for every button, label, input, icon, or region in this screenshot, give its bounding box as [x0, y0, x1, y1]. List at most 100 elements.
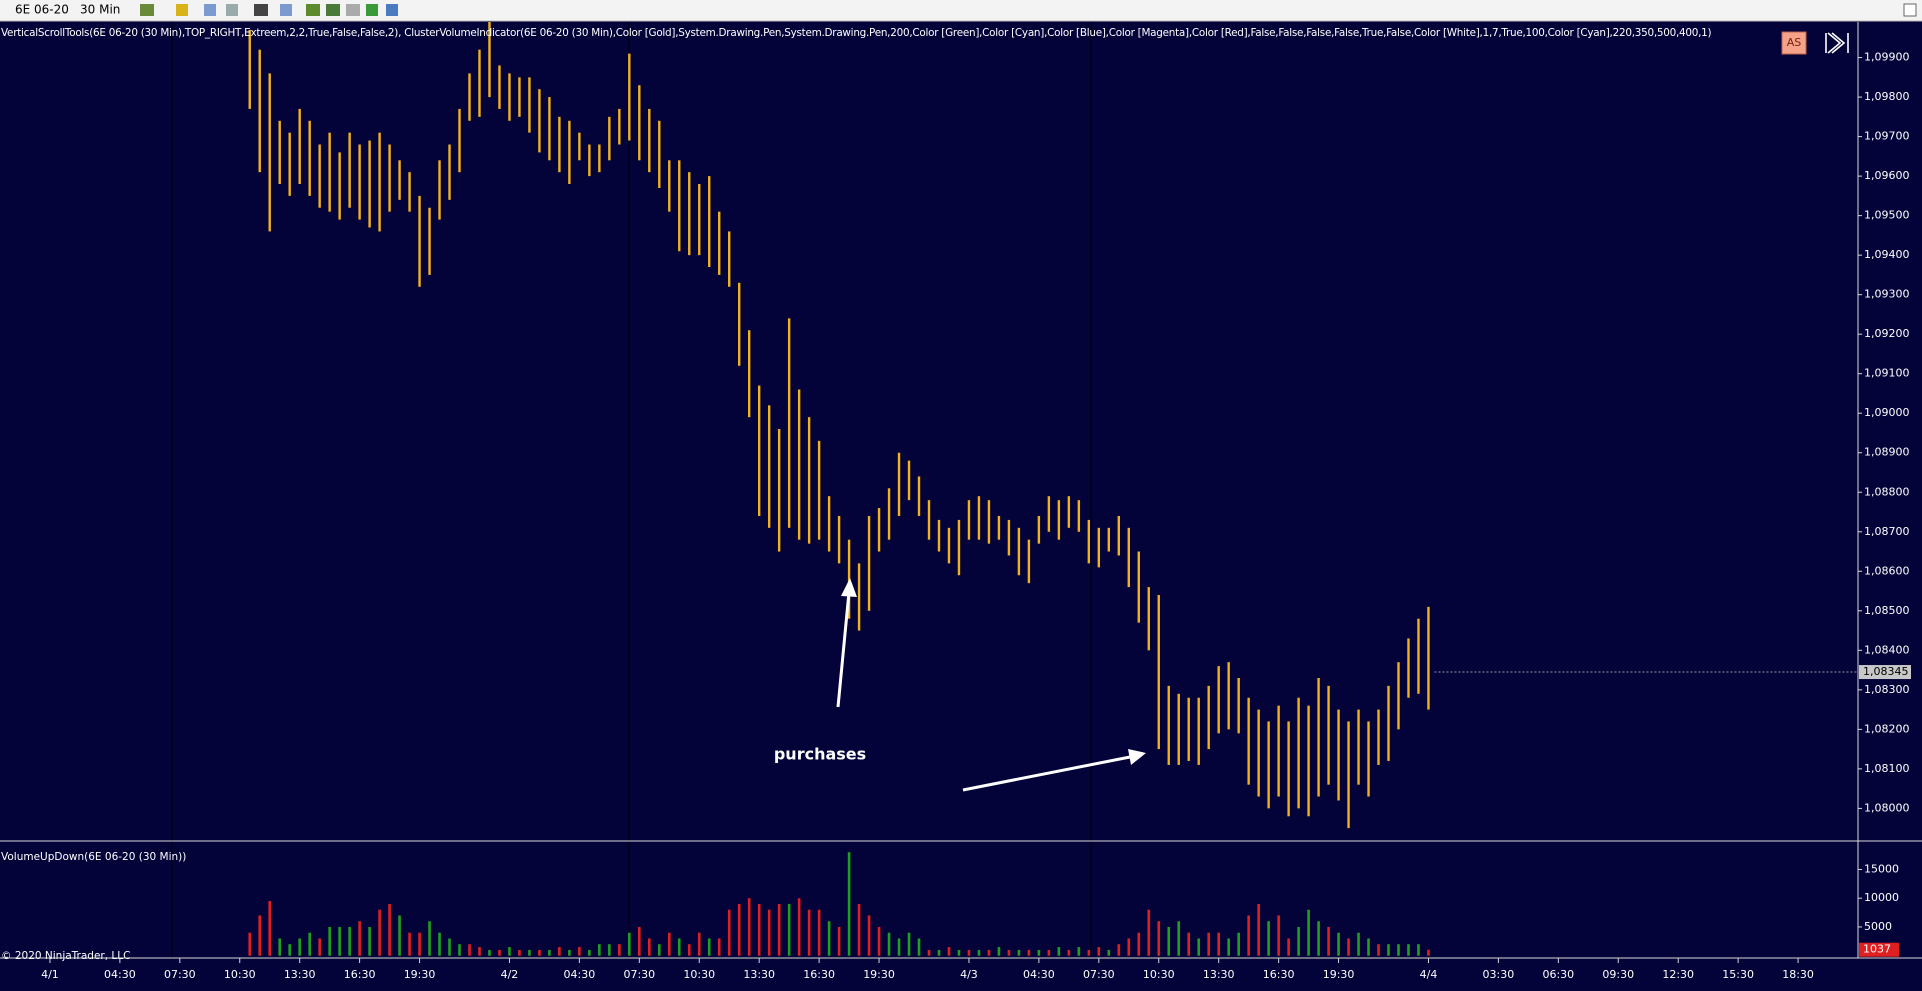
- price-bar: [728, 231, 731, 287]
- price-bar: [1027, 539, 1031, 584]
- volume-bar: [438, 932, 441, 956]
- price-bar: [638, 85, 641, 161]
- volume-bar: [1067, 949, 1071, 956]
- draw-tool-icon[interactable]: [176, 4, 188, 16]
- price-bar: [448, 144, 451, 200]
- volume-bar: [927, 949, 931, 956]
- x-tick-label: 04:30: [1023, 968, 1055, 981]
- volume-bar: [837, 926, 841, 956]
- tool-icon[interactable]: [226, 4, 238, 16]
- template-icon[interactable]: [346, 4, 360, 16]
- price-bar: [1367, 721, 1370, 797]
- volume-bar: [1087, 949, 1091, 956]
- volume-bar: [947, 947, 951, 956]
- scroll-end-button[interactable]: [1825, 32, 1849, 54]
- volume-bar: [1177, 921, 1181, 956]
- x-tick-label: 16:30: [803, 968, 835, 981]
- volume-bar: [1417, 944, 1420, 956]
- price-bar: [887, 488, 891, 540]
- volume-bar: [1107, 949, 1111, 956]
- annotation-arrows: [836, 578, 1146, 792]
- price-bar: [787, 318, 791, 528]
- price-bar: [957, 519, 961, 576]
- volume-bar: [937, 949, 941, 956]
- volume-bar: [618, 944, 621, 956]
- price-bar: [268, 73, 271, 232]
- properties-icon[interactable]: [386, 4, 398, 16]
- volume-bar: [1037, 949, 1041, 956]
- x-tick-label: 04:30: [564, 968, 596, 981]
- strategy-icon[interactable]: [326, 4, 340, 16]
- price-bar: [578, 132, 581, 161]
- x-tick-label: 15:30: [1722, 968, 1754, 981]
- volume-bar: [917, 938, 921, 956]
- price-bar: [1127, 527, 1130, 588]
- window-icon[interactable]: [1903, 3, 1917, 17]
- price-bar: [678, 160, 681, 252]
- crosshair-icon[interactable]: [254, 4, 268, 16]
- price-bar: [1397, 662, 1400, 730]
- x-tick-label: 03:30: [1483, 968, 1515, 981]
- price-bar: [1107, 527, 1111, 552]
- volume-bar: [248, 932, 252, 956]
- arrow-shaft: [962, 755, 1131, 792]
- price-bar: [1117, 515, 1120, 556]
- x-tick-label: 19:30: [1323, 968, 1355, 981]
- price-bar: [558, 116, 561, 173]
- price-bar: [288, 132, 291, 196]
- price-bar: [518, 77, 521, 117]
- volume-bar: [1427, 949, 1430, 956]
- scroll-end-icon[interactable]: [1825, 32, 1849, 54]
- price-bar: [987, 500, 991, 544]
- price-bar: [458, 108, 461, 173]
- volume-bar: [1267, 921, 1270, 956]
- as-button[interactable]: [1781, 31, 1807, 55]
- price-bar: [827, 496, 831, 552]
- x-tick-label: 10:30: [1143, 968, 1175, 981]
- chart-style-icon[interactable]: [140, 4, 154, 16]
- interval-selector[interactable]: 30 Min: [80, 3, 120, 17]
- price-bar: [807, 417, 811, 544]
- volume-bar: [977, 949, 981, 956]
- price-bar: [368, 140, 371, 228]
- tool-icon[interactable]: [204, 4, 216, 16]
- volume-bar: [1197, 938, 1201, 956]
- zoom-icon[interactable]: [280, 4, 292, 16]
- volume-bar: [598, 944, 601, 956]
- x-tick-label: 19:30: [404, 968, 436, 981]
- price-bar: [568, 120, 571, 185]
- price-bar: [378, 132, 381, 232]
- y-tick-label: 1,08000: [1864, 801, 1910, 814]
- price-bar: [1427, 606, 1430, 710]
- volume-bar: [1357, 932, 1360, 956]
- volume-bar: [907, 932, 911, 956]
- y-tick-label: 1,09200: [1864, 327, 1910, 340]
- indicator-icon[interactable]: [306, 4, 320, 16]
- volume-bar: [1077, 947, 1081, 956]
- volume-bar: [308, 932, 311, 956]
- arrow-shaft: [836, 591, 851, 708]
- price-bar: [528, 77, 531, 133]
- price-bar: [1317, 677, 1320, 797]
- volume-bar: [897, 938, 901, 956]
- y-tick-label: 1,09500: [1864, 209, 1910, 222]
- price-bar: [428, 207, 431, 275]
- volume-bar: [987, 949, 991, 956]
- volume-bar: [1217, 932, 1220, 956]
- price-bar: [508, 73, 511, 121]
- price-bar: [308, 120, 311, 196]
- volume-bar: [418, 932, 421, 956]
- price-bar: [1047, 496, 1051, 532]
- y-tick-label: 1,08500: [1864, 604, 1910, 617]
- data-icon[interactable]: [366, 4, 378, 16]
- y-tick-label: 1,08900: [1864, 446, 1910, 459]
- price-bar: [1097, 527, 1101, 568]
- y-tick-label: 1,08300: [1864, 683, 1910, 696]
- as-button-label[interactable]: AS: [1787, 36, 1802, 49]
- price-bar: [388, 144, 391, 212]
- instrument-selector[interactable]: 6E 06-20: [15, 3, 69, 17]
- price-bar: [738, 282, 741, 366]
- last-price-box: [1859, 665, 1911, 680]
- volume-bar: [1137, 932, 1141, 956]
- volume-bar: [887, 932, 891, 956]
